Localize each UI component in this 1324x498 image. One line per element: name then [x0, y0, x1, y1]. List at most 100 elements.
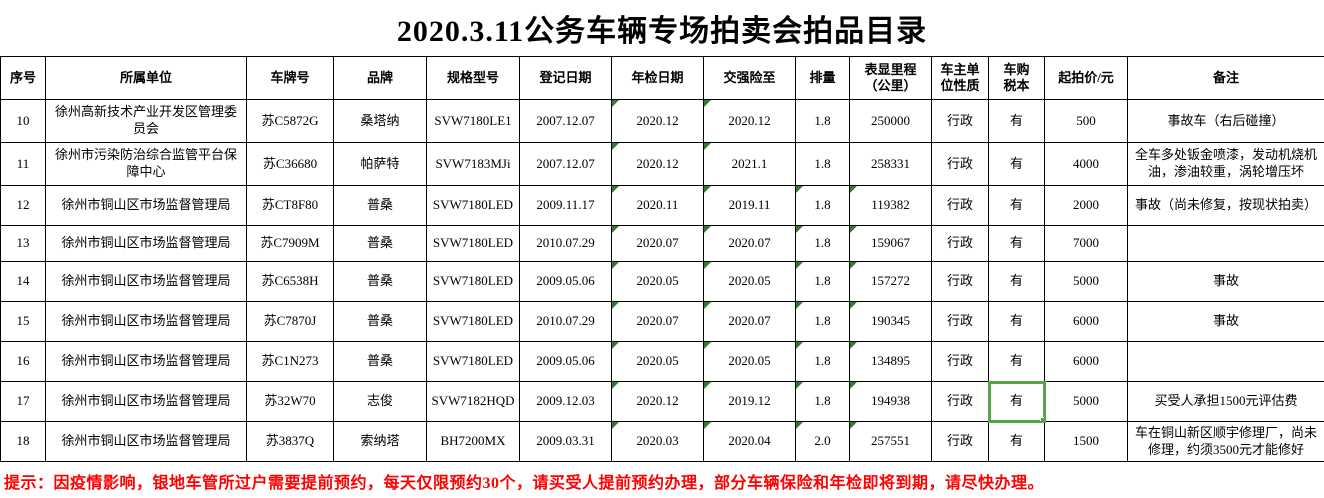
column-header-unit[interactable]: 所属单位	[45, 56, 247, 100]
cell-brand[interactable]: 桑塔纳	[333, 99, 427, 143]
cell-mileage[interactable]: 257551	[849, 421, 932, 462]
cell-remark[interactable]: 事故	[1127, 261, 1324, 302]
cell-start_price[interactable]: 1500	[1044, 421, 1128, 462]
cell-model[interactable]: SVW7180LED	[426, 261, 520, 302]
cell-brand[interactable]: 普桑	[333, 261, 427, 302]
column-header-mileage[interactable]: 表显里程 （公里）	[849, 56, 932, 100]
cell-insurance_until[interactable]: 2020.05	[703, 261, 796, 302]
cell-tax_book[interactable]: 有	[988, 99, 1045, 143]
cell-remark[interactable]: 车在铜山新区顺宇修理厂，尚未修理，约须3500元才能修好	[1127, 421, 1324, 462]
cell-owner_nature[interactable]: 行政	[931, 225, 989, 262]
cell-inspection_date[interactable]: 2020.07	[611, 225, 704, 262]
column-header-remark[interactable]: 备注	[1127, 56, 1324, 100]
cell-insurance_until[interactable]: 2020.05	[703, 341, 796, 382]
cell-inspection_date[interactable]: 2020.05	[611, 341, 704, 382]
cell-unit[interactable]: 徐州市铜山区市场监督管理局	[45, 225, 247, 262]
column-header-model[interactable]: 规格型号	[426, 56, 520, 100]
cell-tax_book[interactable]: 有	[988, 421, 1045, 462]
cell-seq[interactable]: 11	[0, 142, 46, 186]
cell-displacement[interactable]: 1.8	[795, 301, 850, 342]
cell-tax_book[interactable]: 有	[988, 301, 1045, 342]
cell-insurance_until[interactable]: 2019.11	[703, 185, 796, 226]
selection-fill-handle[interactable]	[1040, 417, 1044, 421]
cell-start_price[interactable]: 7000	[1044, 225, 1128, 262]
cell-inspection_date[interactable]: 2020.05	[611, 261, 704, 302]
cell-model[interactable]: SVW7180LED	[426, 225, 520, 262]
column-header-tax_book[interactable]: 车购 税本	[988, 56, 1045, 100]
cell-displacement[interactable]: 1.8	[795, 341, 850, 382]
cell-inspection_date[interactable]: 2020.12	[611, 99, 704, 143]
cell-insurance_until[interactable]: 2021.1	[703, 142, 796, 186]
cell-inspection_date[interactable]: 2020.12	[611, 142, 704, 186]
cell-displacement[interactable]: 1.8	[795, 381, 850, 422]
column-header-reg_date[interactable]: 登记日期	[519, 56, 612, 100]
cell-tax_book[interactable]: 有	[987, 380, 1046, 423]
cell-insurance_until[interactable]: 2019.12	[703, 381, 796, 422]
cell-reg_date[interactable]: 2009.03.31	[519, 421, 612, 462]
cell-reg_date[interactable]: 2009.12.03	[519, 381, 612, 422]
cell-reg_date[interactable]: 2009.05.06	[519, 261, 612, 302]
cell-seq[interactable]: 17	[0, 381, 46, 422]
cell-tax_book[interactable]: 有	[988, 225, 1045, 262]
cell-seq[interactable]: 14	[0, 261, 46, 302]
cell-plate[interactable]: 苏3837Q	[246, 421, 334, 462]
cell-seq[interactable]: 15	[0, 301, 46, 342]
cell-inspection_date[interactable]: 2020.07	[611, 301, 704, 342]
cell-seq[interactable]: 10	[0, 99, 46, 143]
cell-insurance_until[interactable]: 2020.07	[703, 225, 796, 262]
cell-tax_book[interactable]: 有	[988, 261, 1045, 302]
cell-remark[interactable]: 事故	[1127, 301, 1324, 342]
cell-inspection_date[interactable]: 2020.11	[611, 185, 704, 226]
cell-reg_date[interactable]: 2007.12.07	[519, 99, 612, 143]
cell-seq[interactable]: 18	[0, 421, 46, 462]
cell-remark[interactable]: 全车多处钣金喷漆，发动机烧机油，渗油较重，涡轮增压坏	[1127, 142, 1324, 186]
cell-model[interactable]: SVW7180LE1	[426, 99, 520, 143]
cell-unit[interactable]: 徐州市铜山区市场监督管理局	[45, 341, 247, 382]
cell-owner_nature[interactable]: 行政	[931, 381, 989, 422]
column-header-inspection_date[interactable]: 年检日期	[611, 56, 704, 100]
cell-plate[interactable]: 苏C7870J	[246, 301, 334, 342]
cell-owner_nature[interactable]: 行政	[931, 421, 989, 462]
cell-remark[interactable]	[1127, 341, 1324, 382]
cell-unit[interactable]: 徐州市铜山区市场监督管理局	[45, 301, 247, 342]
column-header-displacement[interactable]: 排量	[795, 56, 850, 100]
cell-reg_date[interactable]: 2010.07.29	[519, 225, 612, 262]
cell-owner_nature[interactable]: 行政	[931, 341, 989, 382]
cell-displacement[interactable]: 1.8	[795, 225, 850, 262]
cell-mileage[interactable]: 159067	[849, 225, 932, 262]
cell-brand[interactable]: 志俊	[333, 381, 427, 422]
cell-start_price[interactable]: 500	[1044, 99, 1128, 143]
cell-mileage[interactable]: 250000	[849, 99, 932, 143]
cell-model[interactable]: SVW7180LED	[426, 185, 520, 226]
cell-insurance_until[interactable]: 2020.12	[703, 99, 796, 143]
cell-owner_nature[interactable]: 行政	[931, 261, 989, 302]
cell-insurance_until[interactable]: 2020.04	[703, 421, 796, 462]
cell-plate[interactable]: 苏C6538H	[246, 261, 334, 302]
cell-mileage[interactable]: 119382	[849, 185, 932, 226]
cell-model[interactable]: SVW7180LED	[426, 301, 520, 342]
cell-owner_nature[interactable]: 行政	[931, 185, 989, 226]
cell-model[interactable]: BH7200MX	[426, 421, 520, 462]
cell-seq[interactable]: 16	[0, 341, 46, 382]
cell-reg_date[interactable]: 2007.12.07	[519, 142, 612, 186]
cell-inspection_date[interactable]: 2020.03	[611, 421, 704, 462]
cell-unit[interactable]: 徐州高新技术产业开发区管理委员会	[45, 99, 247, 143]
cell-start_price[interactable]: 4000	[1044, 142, 1128, 186]
cell-remark[interactable]: 事故车（右后碰撞）	[1127, 99, 1324, 143]
cell-inspection_date[interactable]: 2020.12	[611, 381, 704, 422]
cell-plate[interactable]: 苏CT8F80	[246, 185, 334, 226]
cell-owner_nature[interactable]: 行政	[931, 99, 989, 143]
cell-displacement[interactable]: 2.0	[795, 421, 850, 462]
cell-remark[interactable]: 买受人承担1500元评估费	[1127, 381, 1324, 422]
cell-remark[interactable]	[1127, 225, 1324, 262]
cell-plate[interactable]: 苏C7909M	[246, 225, 334, 262]
cell-reg_date[interactable]: 2009.05.06	[519, 341, 612, 382]
cell-mileage[interactable]: 134895	[849, 341, 932, 382]
column-header-start_price[interactable]: 起拍价/元	[1044, 56, 1128, 100]
cell-start_price[interactable]: 6000	[1044, 301, 1128, 342]
cell-mileage[interactable]: 194938	[849, 381, 932, 422]
column-header-owner_nature[interactable]: 车主单 位性质	[931, 56, 989, 100]
cell-displacement[interactable]: 1.8	[795, 261, 850, 302]
column-header-brand[interactable]: 品牌	[333, 56, 427, 100]
cell-unit[interactable]: 徐州市铜山区市场监督管理局	[45, 261, 247, 302]
